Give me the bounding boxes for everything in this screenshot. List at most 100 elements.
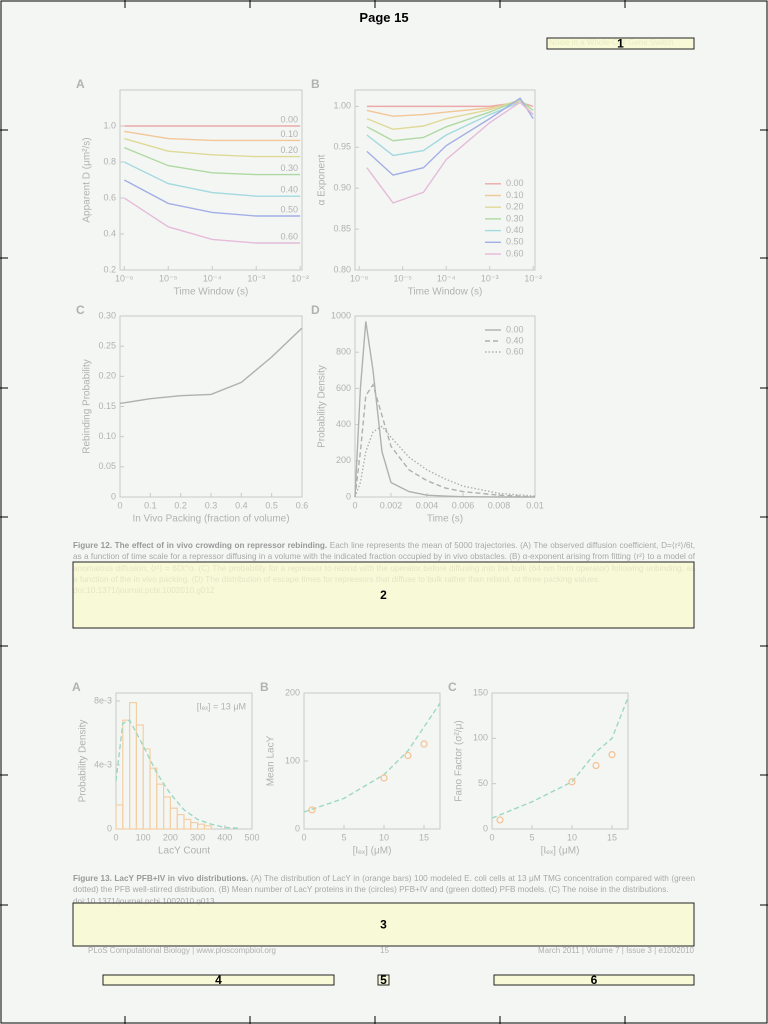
series-line [303, 702, 441, 813]
caption: Figure 13. LacY PFB+IV in vivo distribut… [73, 873, 695, 907]
series-line [123, 197, 301, 244]
x-tick-label: 0.006 [452, 500, 475, 510]
panel-label: A [72, 680, 81, 694]
y-tick-label: 0.80 [333, 264, 351, 274]
x-tick-label: 10⁻⁵ [159, 273, 178, 283]
x-tick-label: 0.002 [380, 500, 403, 510]
x-tick-label: 200 [163, 832, 178, 842]
y-tick-label: 0.25 [98, 341, 116, 351]
x-tick-label: 0 [113, 832, 118, 842]
x-axis-label: [Iₑₓ] (μM) [353, 846, 392, 857]
x-axis-label: Time (s) [427, 514, 463, 525]
plot-frame [354, 89, 536, 271]
footer-journal: PLoS Computational Biology | www.ploscom… [88, 946, 276, 955]
x-tick-label: 0.4 [235, 500, 248, 510]
data-point [404, 751, 412, 760]
series-line [124, 130, 301, 142]
y-axis-label: Apparent D (μm²/s) [82, 137, 93, 222]
series-line [123, 161, 301, 197]
x-tick-label: 0 [489, 832, 494, 842]
series-line [366, 97, 534, 176]
caption-body: (A) The distribution of LacY in (orange … [73, 874, 696, 895]
x-tick-label: 0 [117, 500, 122, 510]
series-line [354, 383, 536, 498]
y-tick-label: 1.00 [333, 101, 351, 111]
series-label: 0.10 [280, 129, 298, 139]
y-tick-label: 4e-3 [94, 759, 112, 769]
y-tick-label: 0.10 [98, 431, 116, 441]
y-tick-label: 800 [336, 347, 351, 357]
series-line [366, 101, 534, 204]
x-tick-label: 500 [244, 832, 259, 842]
y-tick-label: 0 [295, 823, 300, 833]
x-tick-label: 10⁻⁴ [203, 273, 222, 283]
y-tick-label: 100 [285, 755, 300, 765]
series-label: 0.00 [280, 114, 298, 124]
y-tick-label: 0.90 [333, 183, 351, 193]
y-tick-label: 0.4 [103, 228, 116, 238]
region-box [72, 561, 695, 629]
caption-title: Figure 13. LacY PFB+IV in vivo distribut… [73, 874, 249, 883]
y-tick-label: 0.30 [98, 310, 116, 320]
y-tick-label: 0 [111, 491, 116, 501]
panel-label: B [260, 680, 269, 694]
page-title: Page 15 [359, 10, 409, 25]
y-axis-label: Probability Density [317, 365, 328, 448]
series-line [123, 146, 301, 176]
y-tick-label: 0.2 [103, 264, 116, 274]
x-tick-label: 10⁻⁵ [393, 273, 412, 283]
y-tick-label: 400 [336, 419, 351, 429]
x-tick-label: 10⁻² [291, 273, 309, 283]
data-point [608, 751, 616, 759]
x-axis-label: In Vivo Packing (fraction of volume) [132, 514, 289, 525]
y-tick-label: 1000 [331, 310, 351, 320]
x-axis-label: Time Window (s) [408, 287, 483, 298]
caption-doi: doi:10.1371/journal.pcbi.1002010.g013 [73, 896, 215, 906]
x-tick-label: 0.008 [488, 500, 511, 510]
x-axis-label: LacY Count [158, 846, 210, 857]
caption-title: Figure 12. The effect of in vivo crowdin… [73, 541, 328, 550]
x-tick-label: 5 [529, 832, 534, 842]
legend-label: 0.40 [506, 225, 524, 235]
y-tick-label: 0.15 [98, 401, 116, 411]
x-tick-label: 0.3 [205, 500, 218, 510]
series-line [354, 321, 535, 498]
y-tick-label: 200 [285, 687, 300, 697]
legend-label: 0.10 [506, 190, 524, 200]
region-number: 5 [380, 973, 387, 987]
region-number: 2 [380, 588, 387, 602]
region-number: 1 [617, 37, 624, 51]
series-line [491, 697, 629, 819]
x-tick-label: 0.1 [144, 500, 157, 510]
series-line [354, 425, 536, 498]
panel-label: C [448, 680, 457, 694]
legend-label: 0.60 [506, 346, 524, 356]
y-tick-label: 1.0 [103, 120, 116, 130]
data-point [420, 740, 428, 748]
plot-frame [119, 89, 303, 271]
data-point [308, 806, 316, 814]
y-tick-label: 0 [107, 823, 112, 833]
series-label: 0.60 [280, 231, 298, 241]
data-point [568, 778, 576, 786]
panel-label: D [311, 303, 320, 317]
legend-label: 0.20 [506, 202, 524, 212]
y-tick-label: 0.85 [333, 223, 351, 233]
region-box [102, 974, 335, 986]
x-tick-label: 0.004 [416, 500, 439, 510]
series-line [366, 99, 534, 142]
x-tick-label: 300 [190, 832, 205, 842]
x-tick-label: 5 [341, 832, 346, 842]
y-axis-label: Fano Factor (σ²/μ) [454, 720, 465, 801]
x-tick-label: 400 [217, 832, 232, 842]
y-tick-label: 200 [336, 455, 351, 465]
x-tick-label: 15 [419, 832, 429, 842]
x-tick-label: 10⁻³ [481, 273, 499, 283]
region-box [546, 37, 695, 50]
legend-label: 0.30 [506, 213, 524, 223]
y-tick-label: 0 [346, 491, 351, 501]
y-tick-label: 0 [483, 823, 488, 833]
